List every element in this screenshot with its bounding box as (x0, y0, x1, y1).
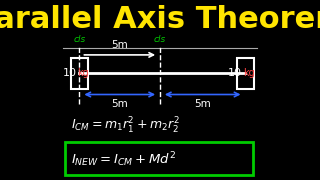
Bar (236, 58, 254, 89)
Text: 5m: 5m (194, 99, 211, 109)
Text: Parallel Axis Theorem: Parallel Axis Theorem (0, 5, 320, 34)
Text: kg: kg (243, 68, 255, 78)
Bar (65, 142, 253, 175)
Text: 10: 10 (228, 68, 242, 78)
Text: 5m: 5m (111, 39, 128, 50)
Text: 10: 10 (62, 68, 76, 78)
Text: 5m: 5m (111, 99, 128, 109)
Text: cls: cls (154, 35, 166, 44)
Text: kg: kg (77, 68, 89, 78)
Text: cls: cls (73, 35, 86, 44)
Text: $I_{CM} = m_1r_1^2 + m_2r_2^2$: $I_{CM} = m_1r_1^2 + m_2r_2^2$ (71, 116, 180, 136)
Bar (71, 58, 88, 89)
Text: $I_{NEW} = I_{CM} + Md^2$: $I_{NEW} = I_{CM} + Md^2$ (71, 150, 176, 169)
